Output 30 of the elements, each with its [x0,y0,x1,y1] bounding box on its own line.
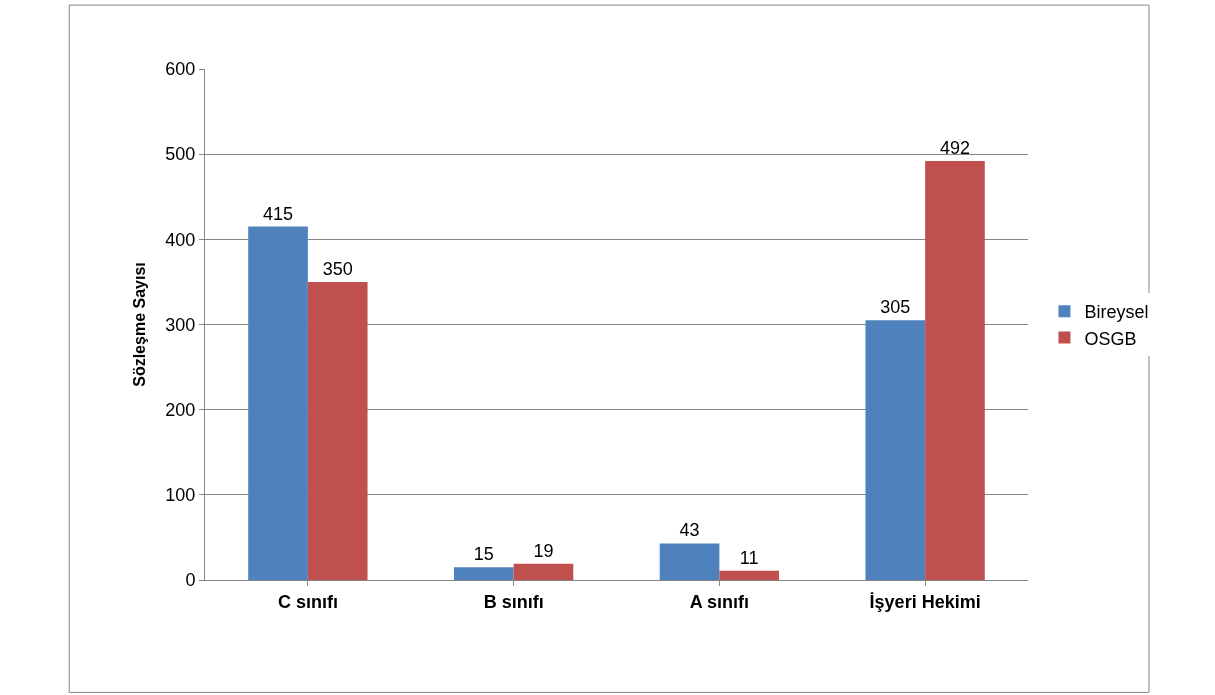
bar [719,570,780,580]
bar [659,543,720,580]
x-tick-label: İşyeri Hekimi [869,591,981,612]
data-label: 43 [679,520,700,541]
bar [248,226,308,580]
x-tick-label: B sınıfı [483,591,544,612]
x-tick-label: A sınıfı [689,591,750,612]
y-tick-label: 100 [165,485,196,506]
y-tick-label: 300 [165,314,196,335]
data-label: 350 [322,258,353,279]
y-tick-label: 400 [165,229,196,250]
y-tick-label: 600 [165,59,196,80]
data-label: 11 [739,547,759,568]
legend-label: Bireysel [1084,302,1149,323]
y-tick-label: 0 [185,570,196,591]
bar [453,567,514,580]
y-tick-label: 200 [165,399,196,420]
legend-label: OSGB [1084,328,1137,349]
data-label: 19 [533,540,554,561]
y-axis-title: Sözleşme Sayısı [131,262,149,387]
y-tick-label: 500 [165,144,196,165]
data-label: 15 [473,544,494,565]
data-label: 305 [880,297,911,318]
data-label: 415 [263,203,294,224]
x-tick-label: C sınıfı [277,591,338,612]
data-label: 492 [939,137,970,158]
bar [865,320,926,580]
bar [307,281,368,580]
bar [513,563,574,580]
bar [925,160,985,580]
